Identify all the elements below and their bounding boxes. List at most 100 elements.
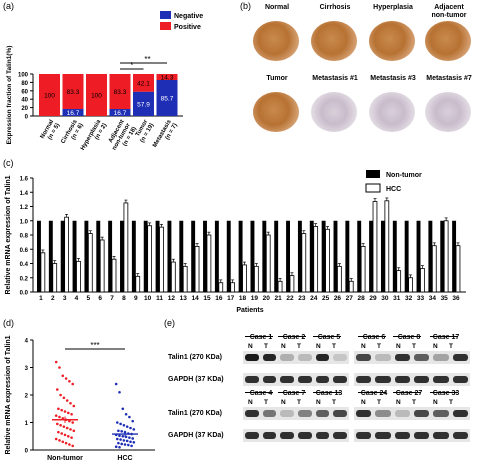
c-xtick-label: 26 bbox=[334, 295, 342, 302]
ihc-image-cell: Normal bbox=[248, 4, 306, 72]
e-talin-blot-left-band bbox=[280, 354, 294, 361]
c-xtick-label: 11 bbox=[156, 295, 163, 302]
c-bar-hcc bbox=[230, 282, 236, 293]
e-lane-label-n: N bbox=[396, 343, 401, 350]
e-talin-blot-right-band bbox=[394, 354, 410, 361]
c-ytick-label: 0.0 bbox=[20, 291, 29, 297]
e-talin-blot-right-band bbox=[394, 410, 410, 417]
d-data-point bbox=[122, 439, 126, 442]
a-legend-label: Negative bbox=[174, 13, 203, 20]
c-xtick-label: 1 bbox=[39, 295, 43, 302]
e-case-underline bbox=[393, 336, 421, 337]
e-gapdh-blot-right-band bbox=[375, 432, 391, 439]
c-bar-non-tumor bbox=[96, 220, 101, 292]
c-bar-non-tumor bbox=[286, 220, 290, 292]
a-legend-label: Positive bbox=[174, 24, 201, 31]
e-row-label-talin1: Talin1 (270 KDa) bbox=[168, 410, 222, 417]
e-case-underline bbox=[278, 392, 306, 393]
ihc-image-label: Hyperplasia bbox=[373, 4, 413, 11]
c-xtick-label: 7 bbox=[110, 295, 114, 302]
c-xtick-label: 25 bbox=[322, 295, 330, 302]
c-bar-non-tumor bbox=[120, 220, 124, 292]
c-ytick-label: 1.2 bbox=[20, 205, 29, 211]
ihc-tissue-core bbox=[311, 92, 357, 132]
c-bar-hcc bbox=[194, 245, 200, 293]
c-bar-non-tumor bbox=[345, 220, 350, 292]
a-ytick-label: 0 bbox=[25, 115, 29, 121]
d-data-point bbox=[71, 382, 74, 386]
c-ytick-label: 0.2 bbox=[20, 276, 29, 282]
d-data-point bbox=[124, 412, 128, 416]
d-data-point bbox=[64, 441, 68, 445]
d-data-point bbox=[117, 441, 120, 445]
d-data-point bbox=[72, 429, 76, 433]
d-data-point bbox=[129, 440, 132, 444]
c-xtick-label: 5 bbox=[87, 295, 91, 302]
c-bar-non-tumor bbox=[440, 220, 445, 292]
c-bar-non-tumor bbox=[203, 220, 207, 292]
c-bar-hcc bbox=[147, 225, 152, 293]
e-case-label: Case 1 bbox=[249, 334, 273, 341]
c-xtick-label: 19 bbox=[251, 295, 259, 302]
c-bar-hcc bbox=[135, 275, 141, 293]
e-case-underline bbox=[245, 392, 273, 393]
e-lane-label-n: N bbox=[248, 343, 253, 350]
d-data-point bbox=[61, 417, 65, 420]
c-xtick-label: 31 bbox=[393, 295, 401, 302]
a-ytick-label: 80 bbox=[21, 81, 28, 87]
d-data-point bbox=[56, 388, 59, 391]
e-lane-label-n: N bbox=[396, 399, 401, 406]
e-talin-blot-left-band bbox=[262, 410, 277, 417]
a-legend-swatch bbox=[160, 11, 171, 19]
c-xtick-label: 32 bbox=[405, 295, 413, 302]
e-case-label: Case 27 bbox=[395, 390, 423, 397]
d-data-point bbox=[54, 414, 58, 417]
c-bar-hcc bbox=[87, 233, 93, 293]
c-bar-non-tumor bbox=[357, 220, 362, 292]
ihc-tissue-core bbox=[369, 92, 415, 132]
d-data-point bbox=[61, 440, 65, 444]
c-bar-hcc bbox=[289, 275, 295, 293]
d-data-point bbox=[63, 433, 67, 437]
d-data-point bbox=[69, 428, 72, 431]
d-data-point bbox=[120, 430, 123, 433]
e-case-underline bbox=[430, 392, 458, 393]
a-legend-swatch bbox=[160, 22, 171, 30]
c-bar-hcc bbox=[182, 265, 188, 293]
d-ytick-label: 3 bbox=[25, 366, 29, 372]
e-row-label-talin1: Talin1 (270 KDa) bbox=[168, 354, 222, 361]
e-talin-blot-right-band bbox=[452, 410, 468, 417]
c-bar-non-tumor bbox=[48, 220, 53, 292]
c-bar-non-tumor bbox=[191, 220, 196, 292]
a-data-label-positive: 83.3 bbox=[114, 89, 127, 96]
e-case-label: Case 33 bbox=[432, 390, 460, 397]
a-category-label: Metastasis(n = 7) bbox=[152, 118, 179, 152]
d-data-point bbox=[125, 439, 129, 443]
a-bar-positive bbox=[109, 74, 131, 109]
e-gapdh-blot-left-band bbox=[315, 432, 330, 439]
a-data-label-negative: 85.7 bbox=[161, 96, 174, 103]
c-bar-hcc bbox=[348, 280, 354, 293]
e-case-label: Case 8 bbox=[397, 334, 421, 341]
e-lane-label-t: T bbox=[297, 343, 301, 350]
d-data-point bbox=[121, 434, 125, 438]
c-bar-hcc bbox=[277, 280, 283, 293]
c-ytick-label: 0.6 bbox=[20, 248, 29, 254]
d-data-point bbox=[132, 428, 136, 431]
panel-c-chart: 0.0 0.2 0.4 0.6 0.8 1.0 1.2 1.4 1.6 Relative mRNA… bbox=[5, 170, 466, 314]
e-lane-label-n: N bbox=[361, 399, 366, 406]
ihc-image-label: Metastasis #3 bbox=[370, 75, 416, 82]
e-talin-blot-right-band bbox=[375, 410, 391, 417]
e-case-underline bbox=[358, 392, 386, 393]
e-case-underline bbox=[393, 392, 421, 393]
e-talin-blot-left-band bbox=[280, 410, 294, 417]
c-bar-non-tumor bbox=[392, 220, 397, 292]
d-data-point bbox=[54, 437, 58, 441]
c-xtick-label: 13 bbox=[180, 295, 188, 302]
e-talin-blot-left-band bbox=[298, 354, 312, 361]
e-gapdh-blot-left-band bbox=[262, 376, 277, 383]
c-xtick-label: 24 bbox=[310, 295, 318, 302]
d-data-point bbox=[122, 423, 126, 427]
c-bar-hcc bbox=[337, 265, 342, 293]
e-gapdh-blot-left-band bbox=[298, 376, 312, 383]
